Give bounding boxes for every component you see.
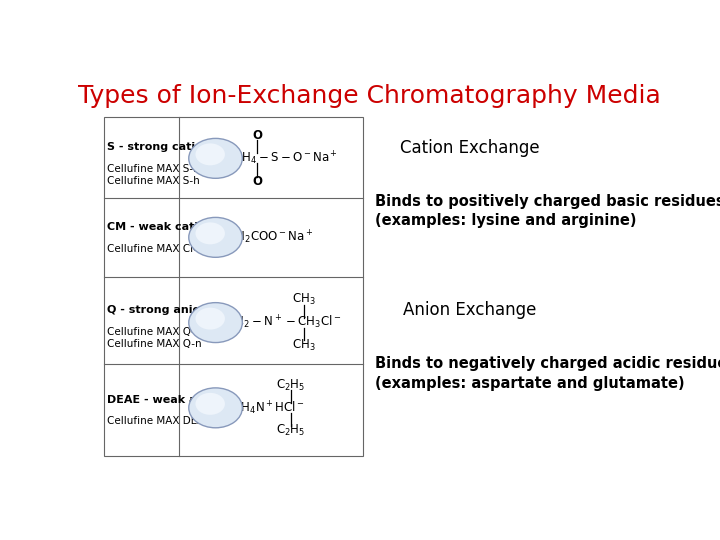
Text: Q - strong anion: Q - strong anion [107,305,208,315]
Text: Types of Ion-Exchange Chromatography Media: Types of Ion-Exchange Chromatography Med… [78,84,660,107]
Text: $\mathdefault{C_2H_5}$: $\mathdefault{C_2H_5}$ [276,377,305,393]
Circle shape [189,218,243,258]
Text: $\mathdefault{R-CH_2-N^+-CH_3Cl^-}$: $\mathdefault{R-CH_2-N^+-CH_3Cl^-}$ [204,314,342,332]
Text: Anion Exchange: Anion Exchange [402,301,536,319]
Text: O: O [253,129,262,142]
Text: CM - weak cation: CM - weak cation [107,222,213,232]
Text: Cellufine MAX CM: Cellufine MAX CM [107,244,199,254]
Text: $\mathdefault{CH_3}$: $\mathdefault{CH_3}$ [292,292,315,307]
Circle shape [189,138,243,178]
Circle shape [195,393,225,415]
Bar [104,117,364,456]
Text: Cellufine MAX Q-r
Cellufine MAX Q-n: Cellufine MAX Q-r Cellufine MAX Q-n [107,327,202,349]
Text: Cellufine MAX S-r
Cellufine MAX S-h: Cellufine MAX S-r Cellufine MAX S-h [107,164,199,186]
Text: Cation Exchange: Cation Exchange [400,139,539,157]
Text: Cellufine MAX DEAE: Cellufine MAX DEAE [107,416,211,426]
Text: Binds to negatively charged acidic residues
(examples: aspartate and glutamate): Binds to negatively charged acidic resid… [374,356,720,390]
Circle shape [189,388,243,428]
Text: O: O [253,175,262,188]
Text: DEAE - weak anion: DEAE - weak anion [107,395,223,404]
Text: $\mathdefault{R-C_2H_4N^+HCl^-}$: $\mathdefault{R-C_2H_4N^+HCl^-}$ [204,399,305,416]
Circle shape [189,302,243,342]
Text: $\mathdefault{O-C_4H_4-S-O^-Na^+}$: $\mathdefault{O-C_4H_4-S-O^-Na^+}$ [204,150,338,167]
Circle shape [195,222,225,244]
Text: $\mathdefault{O-CH_2COO^-Na^+}$: $\mathdefault{O-CH_2COO^-Na^+}$ [204,228,314,246]
Text: S - strong cation: S - strong cation [107,142,210,152]
Circle shape [195,308,225,329]
Text: $\mathdefault{CH_3}$: $\mathdefault{CH_3}$ [292,338,315,353]
Circle shape [195,144,225,165]
Text: $\mathdefault{C_2H_5}$: $\mathdefault{C_2H_5}$ [276,423,305,438]
Text: Binds to positively charged basic residues
(examples: lysine and arginine): Binds to positively charged basic residu… [374,194,720,228]
